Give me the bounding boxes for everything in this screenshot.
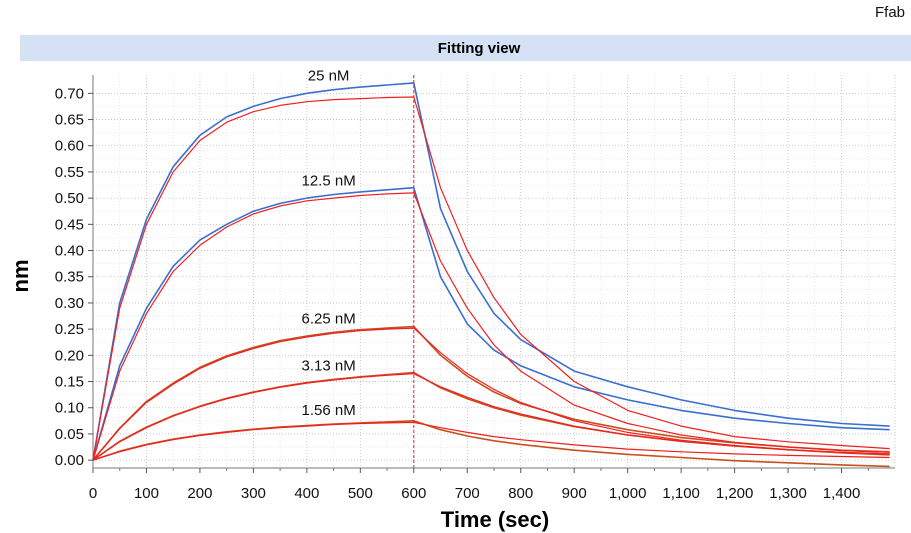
concentration-label: 12.5 nM <box>301 172 355 189</box>
fit-curve <box>92 192 890 461</box>
x-tick-label: 1,100 <box>662 485 700 502</box>
title-band <box>20 35 911 61</box>
chart-title: Fitting view <box>438 40 521 57</box>
y-tick-label: 0.10 <box>55 400 84 417</box>
x-tick-label: 400 <box>294 485 319 502</box>
x-tick-label: 600 <box>401 485 426 502</box>
x-tick-label: 300 <box>241 485 266 502</box>
y-tick-label: 0.05 <box>55 426 84 443</box>
x-tick-label: 1,000 <box>609 485 647 502</box>
x-tick-label: 900 <box>562 485 587 502</box>
x-tick-label: 0 <box>89 485 97 502</box>
concentration-labels: 25 nM 12.5 nM 6.25 nM 3.13 nM 1.56 nM <box>301 68 355 419</box>
fit-curve <box>92 327 890 461</box>
y-tick-label: 0.20 <box>55 347 84 364</box>
y-axis-label: nm <box>8 260 33 293</box>
y-tick-label: 0.50 <box>55 190 84 207</box>
sample-label: Ffab <box>874 4 905 21</box>
y-tick-label: 0.25 <box>55 321 84 338</box>
measured-curve <box>92 186 890 461</box>
measured-curve <box>92 82 890 461</box>
grid <box>92 75 896 468</box>
concentration-label: 25 nM <box>308 68 350 85</box>
x-tick-label: 500 <box>348 485 373 502</box>
fit-curve <box>92 96 890 461</box>
x-tick-label: 1,400 <box>823 485 861 502</box>
concentration-label: 1.56 nM <box>301 402 355 419</box>
concentration-label: 6.25 nM <box>301 310 355 327</box>
fit-curve <box>92 421 890 461</box>
y-tick-label: 0.45 <box>55 216 84 233</box>
measured-curve <box>92 325 890 461</box>
x-tick-label: 100 <box>134 485 159 502</box>
x-tick-label: 1,300 <box>769 485 807 502</box>
fit-curve <box>92 373 890 461</box>
y-tick-label: 0.00 <box>55 452 84 469</box>
y-tick-label: 0.65 <box>55 112 84 129</box>
x-tick-label: 200 <box>187 485 212 502</box>
y-tick-label: 0.30 <box>55 295 84 312</box>
y-tick-label: 0.35 <box>55 269 84 286</box>
concentration-label: 3.13 nM <box>301 357 355 374</box>
y-tick-label: 0.55 <box>55 164 84 181</box>
series-layer <box>92 75 890 468</box>
y-tick-label: 0.60 <box>55 138 84 155</box>
y-tick-label: 0.70 <box>55 85 84 102</box>
measured-curve <box>92 420 890 468</box>
axes: 0 100 200 300 400 500 600 700 800 900 1,000 1,100 1,… <box>55 75 895 502</box>
x-tick-label: 700 <box>455 485 480 502</box>
x-axis-label: Time (sec) <box>441 507 549 532</box>
y-tick-label: 0.40 <box>55 243 84 260</box>
x-tick-label: 1,200 <box>716 485 754 502</box>
y-tick-label: 0.15 <box>55 374 84 391</box>
x-tick-label: 800 <box>508 485 533 502</box>
